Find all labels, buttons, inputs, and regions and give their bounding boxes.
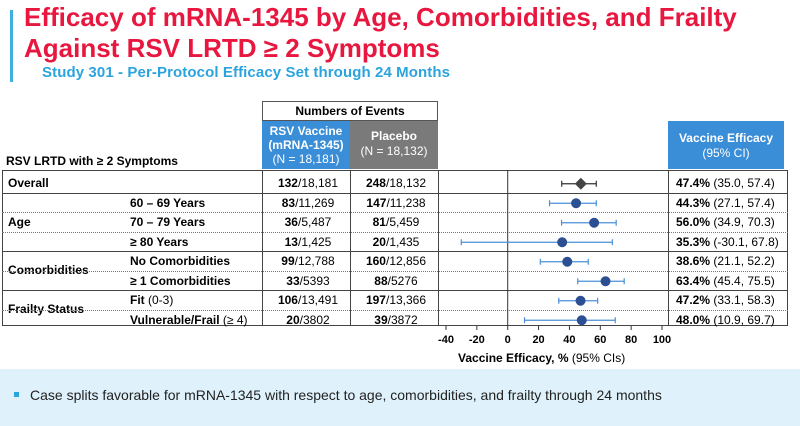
efficacy-cell: 47.2% (33.1, 58.3) xyxy=(676,293,775,307)
slide-subtitle: Study 301 - Per-Protocol Efficacy Set th… xyxy=(42,64,451,81)
x-tick-label: 100 xyxy=(653,334,671,346)
placebo-events-cell: 81/5,459 xyxy=(372,215,420,229)
group-label-overall: Overall xyxy=(8,176,49,190)
table-row: Vulnerable/Frail (≥ 4) 20/3802 39/3872 4… xyxy=(2,311,788,331)
table-row: Fit (0-3) 106/13,491 197/13,366 47.2% (3… xyxy=(2,291,788,311)
subgroup-label: ≥ 1 Comorbidities xyxy=(130,273,231,288)
efficacy-cell: 63.4% (45.4, 75.5) xyxy=(676,273,775,288)
column-divider xyxy=(350,170,351,326)
subgroup-label: 60 – 69 Years xyxy=(130,195,206,210)
events-header: Numbers of Events xyxy=(262,101,438,121)
vaccine-events-cell: 83/11,269 xyxy=(281,195,335,210)
endpoint-header: RSV LRTD with ≥ 2 Symptoms xyxy=(6,154,178,168)
placebo-events-cell: 88/5276 xyxy=(374,273,418,288)
column-divider xyxy=(262,170,263,326)
x-tick-label: 20 xyxy=(532,334,544,346)
vaccine-header: RSV Vaccine (mRNA-1345) (N = 18,181) xyxy=(262,121,350,169)
footer-note: Case splits favorable for mRNA-1345 with… xyxy=(30,387,662,403)
subgroup-label: No Comorbidities xyxy=(130,254,231,268)
table-row: 132/18,181 248/18,132 47.4% (35.0, 57.4) xyxy=(2,174,788,194)
table-row: ≥ 80 Years 13/1,425 20/1,435 35.3% (-30.… xyxy=(2,233,788,252)
bullet-icon xyxy=(14,392,19,397)
vaccine-events-cell: 106/13,491 xyxy=(277,293,339,307)
vaccine-events-cell: 13/1,425 xyxy=(284,234,332,249)
x-tick-label: -20 xyxy=(469,334,485,346)
vaccine-events-cell: 33/5393 xyxy=(286,273,330,288)
point-estimate-diamond xyxy=(574,177,587,190)
x-axis-title: Vaccine Efficacy, % (95% CIs) xyxy=(458,351,626,365)
subgroup-label: 70 – 79 Years xyxy=(130,215,206,229)
x-tick-label: 0 xyxy=(505,334,511,346)
group-label-frailty: Frailty Status xyxy=(8,302,85,316)
efficacy-cell: 48.0% (10.9, 69.7) xyxy=(676,312,775,327)
subgroup-label: Vulnerable/Frail (≥ 4) xyxy=(130,312,248,327)
placebo-events-cell: 197/13,366 xyxy=(365,293,427,307)
vaccine-header-label: RSV Vaccine xyxy=(269,124,343,138)
table-row: 60 – 69 Years 83/11,269 147/11,238 44.3%… xyxy=(2,194,788,213)
placebo-events-cell: 248/18,132 xyxy=(365,176,427,190)
results-table-frame xyxy=(2,170,788,326)
efficacy-cell: 44.3% (27.1, 57.4) xyxy=(676,195,775,210)
point-estimate xyxy=(600,276,611,287)
table-row: ≥ 1 Comorbidities 33/5393 88/5276 63.4% … xyxy=(2,272,788,291)
group-label-age: Age xyxy=(8,215,31,229)
placebo-events-cell: 160/12,856 xyxy=(365,254,427,268)
point-estimate xyxy=(557,237,568,248)
placebo-events-cell: 39/3872 xyxy=(374,312,418,327)
point-estimate xyxy=(575,295,586,306)
placebo-events-cell: 147/11,238 xyxy=(366,195,426,210)
point-estimate xyxy=(571,198,582,209)
subgroup-label: ≥ 80 Years xyxy=(130,234,189,249)
x-tick-label: -40 xyxy=(438,334,454,346)
placebo-events-cell: 20/1,435 xyxy=(372,234,420,249)
column-divider xyxy=(668,170,669,326)
ve-header-label: Vaccine Efficacy xyxy=(678,131,774,145)
vaccine-efficacy-header: Vaccine Efficacy (95% CI) xyxy=(668,121,784,169)
efficacy-cell: 47.4% (35.0, 57.4) xyxy=(676,176,775,190)
efficacy-cell: 38.6% (21.1, 52.2) xyxy=(676,254,775,268)
point-estimate xyxy=(576,315,587,326)
efficacy-cell: 35.3% (-30.1, 67.8) xyxy=(676,234,779,249)
point-estimate xyxy=(562,256,573,267)
placebo-header: Placebo (N = 18,132) xyxy=(350,121,438,169)
column-divider xyxy=(438,170,439,326)
vaccine-events-cell: 20/3802 xyxy=(286,312,330,327)
x-tick-label: 60 xyxy=(594,334,606,346)
placebo-header-label: Placebo xyxy=(370,129,418,143)
x-tick-label: 40 xyxy=(563,334,575,346)
title-accent-bar xyxy=(10,10,13,82)
vaccine-events-cell: 132/18,181 xyxy=(277,176,339,190)
vaccine-n: (N = 18,181) xyxy=(272,152,340,166)
placebo-n: (N = 18,132) xyxy=(360,144,428,158)
ve-header-sublabel: (95% CI) xyxy=(702,146,750,160)
table-row: No Comorbidities 99/12,788 160/12,856 38… xyxy=(2,252,788,272)
point-estimate xyxy=(589,217,600,228)
footer-band xyxy=(0,369,800,426)
x-tick-label: 80 xyxy=(625,334,637,346)
vaccine-events-cell: 99/12,788 xyxy=(281,254,335,268)
subgroup-label: Fit (0-3) xyxy=(130,293,174,307)
vaccine-events-cell: 36/5,487 xyxy=(284,215,332,229)
efficacy-cell: 56.0% (34.9, 70.3) xyxy=(676,215,775,229)
slide-title: Efficacy of mRNA-1345 by Age, Comorbidit… xyxy=(24,2,737,63)
vaccine-header-sublabel: (mRNA-1345) xyxy=(268,138,344,152)
table-row: 70 – 79 Years 36/5,487 81/5,459 56.0% (3… xyxy=(2,213,788,233)
group-label-comorbidities: Comorbidities xyxy=(8,263,89,277)
